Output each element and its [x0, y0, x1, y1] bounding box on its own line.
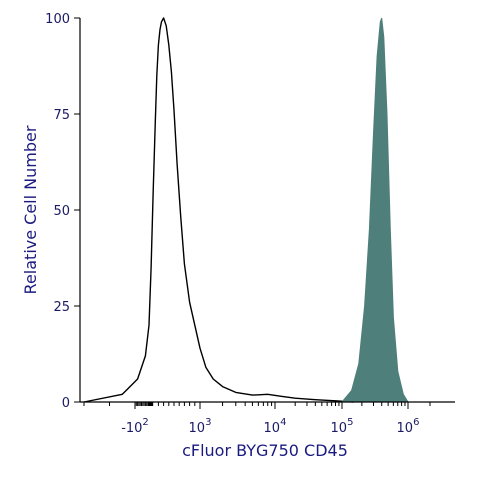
y-tick-label: 100 [45, 12, 70, 27]
y-tick-label: 75 [53, 108, 70, 123]
y-tick-label: 25 [53, 300, 70, 315]
series-layer [83, 17, 409, 403]
x-axis-title: cFluor BYG750 CD45 [182, 441, 348, 460]
x-ticks: -102 103 104 105 106 [83, 402, 431, 436]
histogram-series-2 [340, 17, 409, 403]
y-tick-label: 0 [62, 396, 70, 411]
x-tick-label: -102 [121, 417, 149, 436]
y-axis-title: Relative Cell Number [21, 125, 40, 294]
x-tick-label: 104 [264, 417, 287, 436]
y-tick-label: 50 [53, 204, 70, 219]
x-tick-label: 106 [397, 417, 420, 436]
x-tick-label: 103 [189, 417, 212, 436]
histogram-series-1 [83, 17, 354, 403]
y-ticks: 0 25 50 75 100 [45, 12, 80, 411]
x-tick-label: 105 [331, 417, 354, 436]
